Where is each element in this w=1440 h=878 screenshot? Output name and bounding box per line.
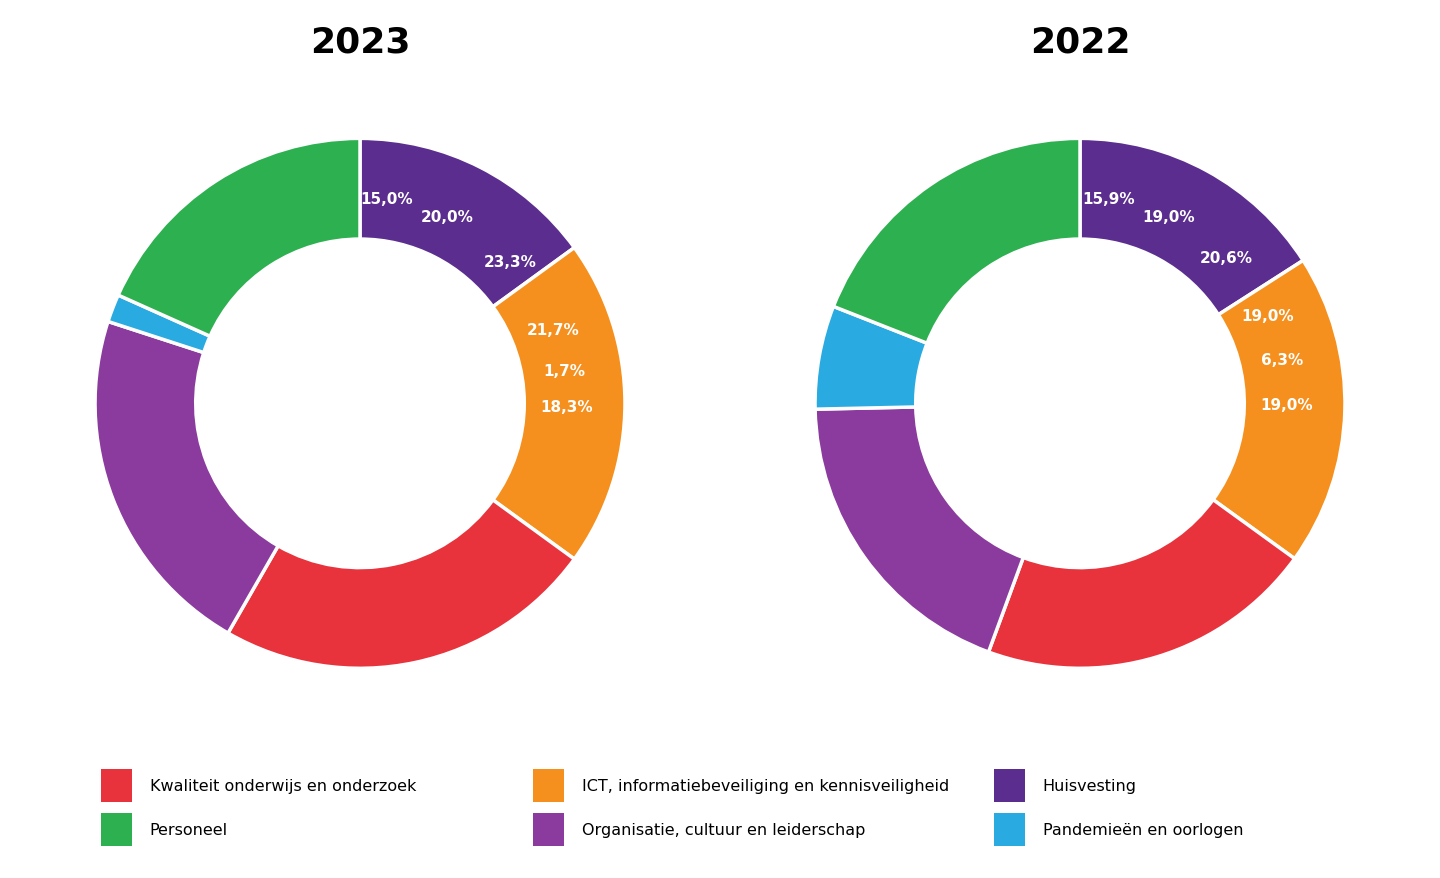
Text: 18,3%: 18,3% (540, 399, 593, 414)
Text: 20,6%: 20,6% (1200, 251, 1253, 266)
Wedge shape (815, 407, 1024, 652)
Text: Pandemieën en oorlogen: Pandemieën en oorlogen (1043, 822, 1243, 838)
Text: ICT, informatiebeveiliging en kennisveiligheid: ICT, informatiebeveiliging en kennisveil… (582, 778, 949, 794)
Wedge shape (108, 296, 210, 353)
Wedge shape (1080, 140, 1303, 315)
Wedge shape (1212, 261, 1345, 559)
Text: 15,0%: 15,0% (360, 191, 413, 206)
Wedge shape (118, 140, 360, 337)
Text: 21,7%: 21,7% (527, 323, 579, 338)
Wedge shape (360, 140, 575, 307)
Text: 19,0%: 19,0% (1260, 398, 1313, 413)
Text: Personeel: Personeel (150, 822, 228, 838)
Text: 2023: 2023 (310, 25, 410, 60)
Text: 20,0%: 20,0% (420, 209, 474, 224)
Wedge shape (815, 307, 927, 410)
Text: 15,9%: 15,9% (1083, 192, 1135, 207)
Text: 2022: 2022 (1030, 25, 1130, 60)
Wedge shape (95, 322, 278, 633)
Wedge shape (492, 248, 625, 559)
Text: Kwaliteit onderwijs en onderzoek: Kwaliteit onderwijs en onderzoek (150, 778, 416, 794)
Text: 1,7%: 1,7% (543, 363, 585, 378)
Text: 19,0%: 19,0% (1142, 210, 1195, 225)
Text: Huisvesting: Huisvesting (1043, 778, 1136, 794)
Wedge shape (228, 500, 575, 668)
Wedge shape (988, 500, 1295, 668)
Text: 19,0%: 19,0% (1241, 309, 1293, 324)
Text: Organisatie, cultuur en leiderschap: Organisatie, cultuur en leiderschap (582, 822, 865, 838)
Wedge shape (834, 140, 1080, 344)
Text: 23,3%: 23,3% (484, 255, 537, 270)
Text: 6,3%: 6,3% (1261, 352, 1303, 367)
